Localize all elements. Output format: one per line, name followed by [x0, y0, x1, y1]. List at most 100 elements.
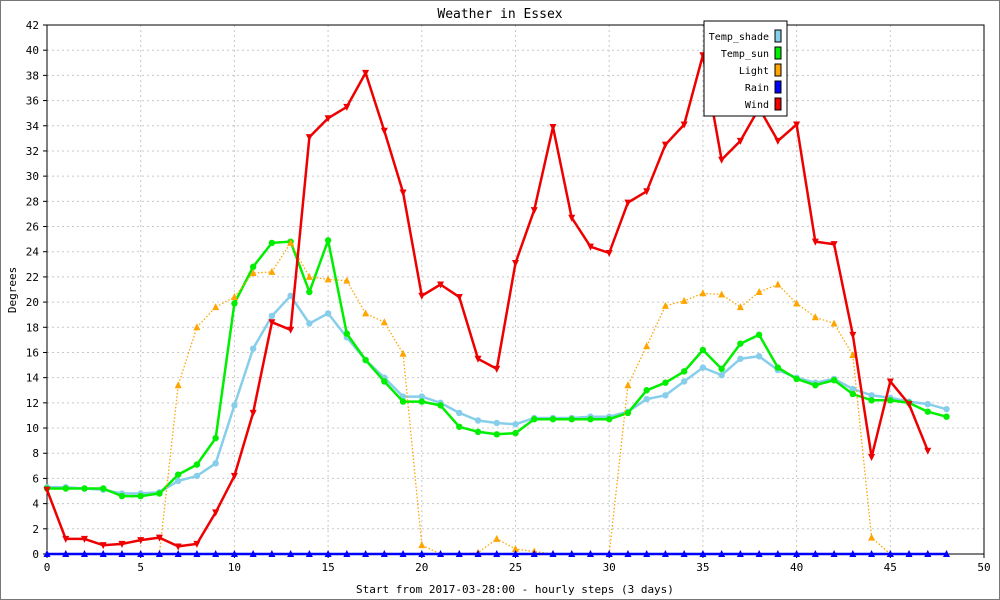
data-point	[249, 269, 257, 277]
data-point	[230, 472, 238, 480]
y-tick-label: 24	[26, 246, 40, 259]
data-point	[456, 409, 463, 417]
data-point	[793, 121, 801, 129]
data-point	[699, 289, 707, 297]
data-point	[305, 272, 313, 280]
data-point	[680, 296, 688, 304]
data-point	[362, 309, 370, 317]
data-point	[493, 431, 500, 438]
data-point	[512, 544, 519, 552]
data-point	[924, 447, 932, 455]
data-point	[99, 550, 107, 557]
data-point	[474, 417, 482, 424]
data-point	[512, 260, 519, 268]
data-point	[493, 419, 500, 427]
series-light	[43, 238, 951, 557]
data-point	[343, 550, 351, 557]
data-point	[662, 392, 669, 399]
data-point	[643, 550, 651, 557]
data-point	[137, 550, 145, 557]
data-point	[156, 490, 163, 497]
y-tick-label: 40	[26, 44, 39, 57]
data-point	[586, 243, 594, 251]
data-point	[680, 378, 688, 385]
data-point	[811, 238, 819, 246]
x-axis: 0 5 10 15 20 25 30 35 40 45 50	[44, 554, 991, 574]
data-point	[568, 214, 576, 222]
x-tick-label: 25	[509, 561, 522, 574]
legend-swatch	[774, 46, 782, 60]
data-point	[399, 398, 407, 405]
data-point	[605, 550, 613, 557]
data-point	[943, 405, 950, 413]
legend-label: Temp_shade	[709, 32, 769, 43]
data-point	[587, 416, 594, 423]
data-point	[531, 416, 538, 423]
y-tick-label: 2	[32, 523, 39, 536]
data-point	[362, 550, 370, 557]
data-point	[306, 288, 313, 296]
data-point	[699, 346, 707, 354]
data-point	[418, 541, 426, 549]
data-point	[755, 353, 763, 360]
data-point	[287, 292, 294, 299]
data-point	[456, 423, 463, 430]
data-point	[62, 550, 70, 557]
legend-swatch	[774, 80, 782, 94]
legend-swatch	[774, 97, 782, 111]
data-point	[343, 276, 351, 284]
y-tick-label: 12	[26, 397, 39, 410]
data-point	[137, 492, 144, 500]
data-point	[418, 550, 426, 557]
data-point	[287, 550, 295, 557]
data-point	[324, 310, 332, 317]
data-point	[80, 535, 88, 543]
data-point	[718, 371, 725, 379]
data-point	[418, 398, 425, 405]
x-tick-label: 20	[415, 561, 428, 574]
y-tick-label: 4	[32, 498, 39, 511]
data-point	[212, 303, 220, 311]
data-point	[793, 299, 801, 307]
data-point	[755, 331, 763, 339]
data-point	[455, 550, 463, 557]
data-point	[287, 326, 295, 334]
data-point	[493, 534, 501, 542]
data-point	[305, 550, 313, 557]
data-point	[755, 550, 763, 557]
data-point	[155, 534, 163, 542]
series-line-temp-shade	[47, 294, 947, 495]
data-point	[830, 376, 838, 384]
data-point	[924, 400, 931, 408]
data-point	[399, 349, 407, 357]
data-point	[418, 292, 426, 300]
series-wind	[43, 52, 932, 551]
data-point	[118, 492, 126, 500]
legend-swatch	[774, 63, 782, 77]
data-point	[43, 486, 51, 494]
data-point	[549, 124, 557, 132]
data-point	[343, 330, 351, 337]
data-point	[81, 485, 88, 492]
data-point	[249, 345, 257, 352]
data-point	[811, 550, 819, 557]
legend-label: Temp_sun	[721, 49, 769, 60]
data-point	[718, 290, 726, 298]
y-tick-label: 36	[26, 95, 39, 108]
data-point	[886, 550, 894, 557]
data-point	[661, 301, 669, 309]
data-point	[549, 416, 557, 423]
data-point	[174, 471, 182, 478]
data-point	[606, 416, 613, 423]
data-point	[624, 550, 632, 557]
x-tick-label: 0	[44, 561, 51, 574]
data-point	[493, 365, 501, 373]
data-point	[43, 550, 51, 557]
legend: Temp_shade Temp_sun Light Rain Wind	[703, 20, 788, 117]
data-point	[868, 533, 876, 541]
data-point	[811, 313, 819, 321]
data-point	[268, 267, 276, 275]
data-point	[268, 239, 276, 247]
data-point	[399, 189, 407, 197]
